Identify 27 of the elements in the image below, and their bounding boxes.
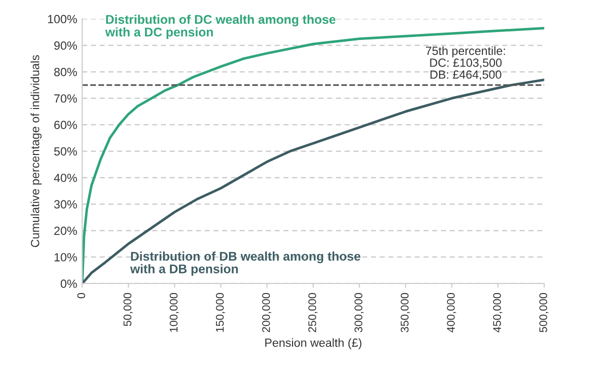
x-tick-label: 500,000 (539, 292, 548, 332)
y-tick-label: 90% (54, 41, 77, 50)
series-label: Distribution of DB wealth among those with a DB pension (130, 252, 360, 276)
y-tick-label: 100% (48, 14, 77, 24)
x-axis-title: Pension wealth (£) (265, 338, 362, 350)
x-tick-label: 450,000 (493, 292, 502, 332)
y-tick-label: 70% (54, 94, 77, 103)
y-tick-label: 50% (54, 147, 77, 156)
x-tick-label: 350,000 (400, 292, 410, 332)
x-tick-label: 100,000 (170, 292, 179, 332)
x-tick-label: 0 (77, 292, 86, 298)
ref-line-label: 75th percentile: DC: £103,500 DB: £464,500 (426, 46, 505, 80)
y-tick-label: 60% (54, 120, 77, 130)
x-tick-label: 250,000 (308, 292, 318, 332)
x-tick-label: 150,000 (216, 292, 226, 332)
y-tick-label: 0% (60, 280, 77, 288)
y-tick-label: 20% (54, 226, 77, 235)
y-axis-title: Cumulative percentage of individuals (30, 55, 42, 248)
y-tick-label: 10% (54, 253, 77, 262)
y-tick-label: 30% (54, 200, 77, 209)
x-tick-label: 300,000 (354, 292, 364, 332)
y-tick-label: 40% (54, 174, 77, 182)
x-tick-label: 200,000 (262, 292, 272, 332)
x-tick-label: 50,000 (124, 292, 133, 326)
series-label: Distribution of DC wealth among those with a DC pension (105, 14, 336, 39)
x-tick-label: 400,000 (446, 292, 456, 332)
y-tick-label: 80% (54, 68, 77, 76)
